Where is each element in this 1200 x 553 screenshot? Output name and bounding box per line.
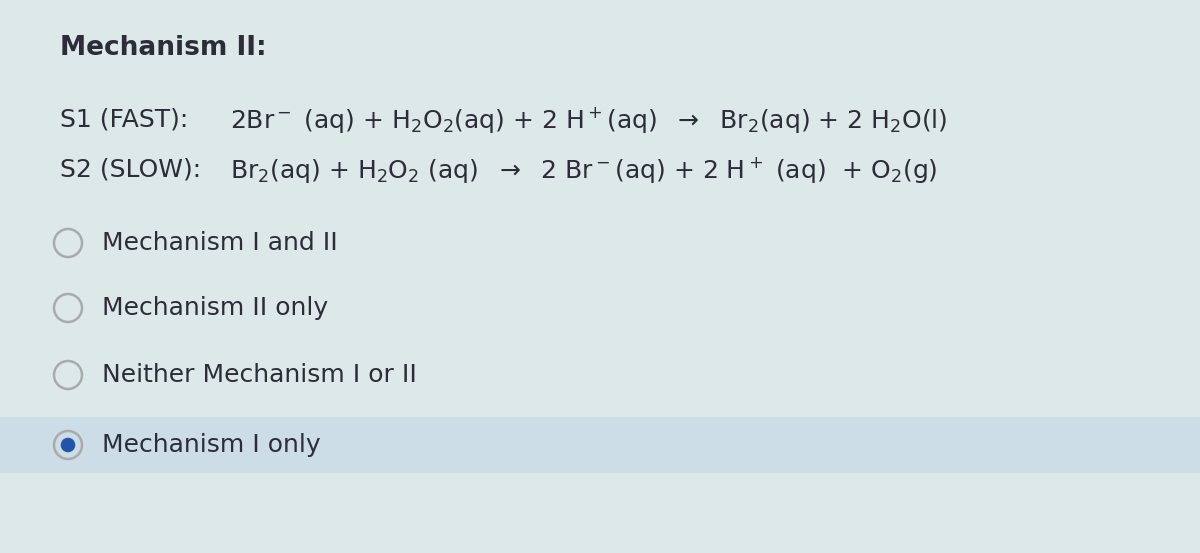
Text: S1 (FAST):: S1 (FAST): [60, 108, 188, 132]
Text: Neither Mechanism I or II: Neither Mechanism I or II [102, 363, 416, 387]
Text: 2Br$^-$ (aq) + H$_2$O$_2$(aq) + 2 H$^+$(aq)  $\rightarrow$  Br$_2$(aq) + 2 H$_2$: 2Br$^-$ (aq) + H$_2$O$_2$(aq) + 2 H$^+$(… [230, 105, 948, 135]
Circle shape [61, 438, 76, 452]
Text: Mechanism II only: Mechanism II only [102, 296, 328, 320]
Text: S2 (SLOW):: S2 (SLOW): [60, 158, 202, 182]
Text: Mechanism I only: Mechanism I only [102, 433, 320, 457]
Text: Br$_2$(aq) + H$_2$O$_2$ (aq)  $\rightarrow$  2 Br$^-$(aq) + 2 H$^+$ (aq)  + O$_2: Br$_2$(aq) + H$_2$O$_2$ (aq) $\rightarro… [230, 155, 937, 185]
Text: Mechanism I and II: Mechanism I and II [102, 231, 337, 255]
Text: Mechanism II:: Mechanism II: [60, 35, 266, 61]
FancyBboxPatch shape [0, 417, 1200, 473]
